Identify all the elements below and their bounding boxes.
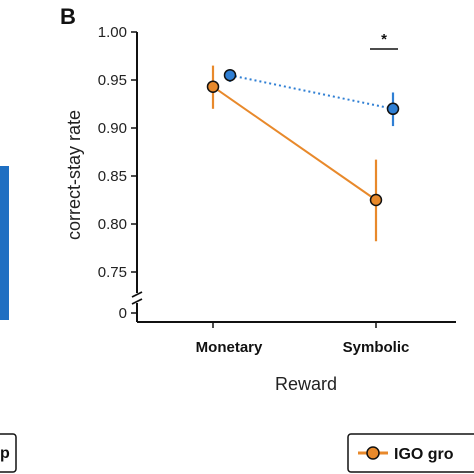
x-axis-title: Reward <box>275 374 337 394</box>
series-layer <box>206 65 400 242</box>
y-tick-label: 0.95 <box>98 72 127 89</box>
data-point <box>206 80 220 93</box>
data-point <box>386 102 400 116</box>
series-line <box>212 85 377 201</box>
y-tick-label: 0.85 <box>98 168 127 185</box>
series-line <box>229 74 394 110</box>
x-axis: Monetary Symbolic <box>137 321 456 356</box>
y-axis: 1.00 0.95 0.90 0.85 0.80 0.75 0 <box>98 24 143 322</box>
y-axis-title: correct-stay rate <box>64 110 84 240</box>
data-point <box>223 68 237 82</box>
left-panel-bar-fragment <box>0 166 9 320</box>
legend: IGO gro <box>347 433 474 473</box>
left-legend-fragment: p <box>0 445 10 462</box>
y-axis-break <box>131 291 143 305</box>
panel-letter: B <box>60 4 76 29</box>
annotation-layer: * <box>370 31 398 50</box>
y-tick-label: 0.80 <box>98 216 127 233</box>
legend-box <box>347 433 474 473</box>
y-tick-label: 0.90 <box>98 120 127 137</box>
legend-marker-igo <box>366 446 380 460</box>
y-tick-label: 0.75 <box>98 264 127 281</box>
x-tick-label: Symbolic <box>343 339 410 356</box>
left-legend-box <box>0 433 17 473</box>
x-tick-label: Monetary <box>196 339 263 356</box>
y-tick-label: 1.00 <box>98 24 127 41</box>
data-point <box>369 193 383 207</box>
significance-label: * <box>381 31 387 48</box>
y-tick-label-zero: 0 <box>119 305 127 322</box>
legend-label-igo: IGO gro <box>394 446 454 463</box>
